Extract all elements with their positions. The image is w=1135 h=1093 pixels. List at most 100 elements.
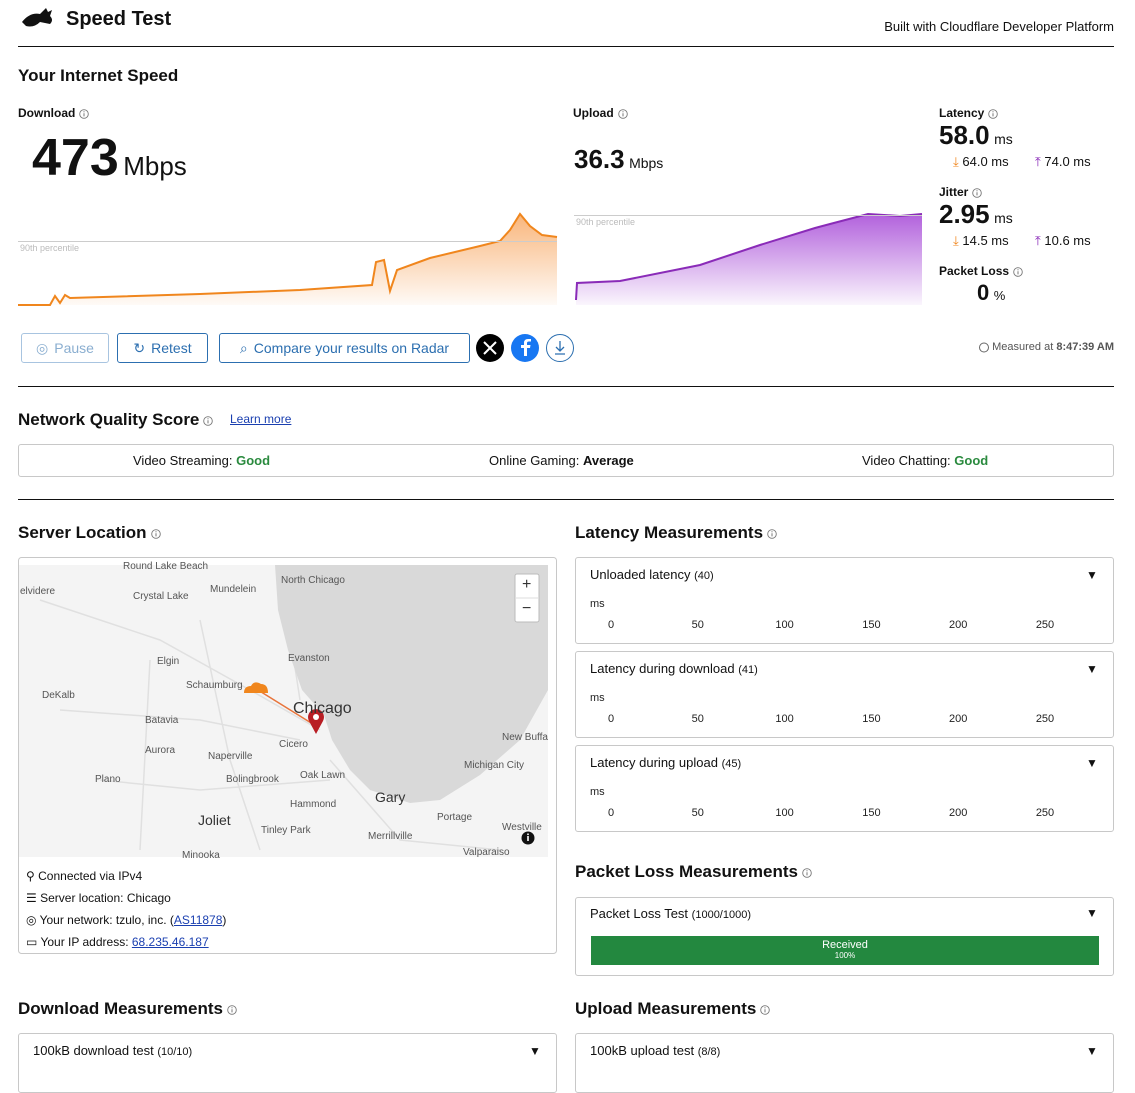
x-tick-label: 50: [691, 619, 704, 631]
count: (1000/1000): [691, 909, 751, 921]
expand-toggle[interactable]: ▼: [1086, 568, 1098, 582]
map-place: Round Lake Beach: [123, 561, 209, 572]
compare-button[interactable]: ⌕ Compare your results on Radar: [219, 333, 470, 363]
map-place: DeKalb: [42, 690, 75, 701]
measured-at: Measured at 8:47:39 AM: [992, 341, 1114, 353]
download-area: [18, 214, 557, 305]
info-icon[interactable]: [988, 109, 999, 119]
value: IPv4: [118, 869, 143, 883]
label: Pause: [54, 340, 94, 356]
retest-button[interactable]: ↻ Retest: [117, 333, 208, 363]
download-icon: [555, 341, 565, 355]
value: 64.0 ms: [962, 154, 1009, 169]
map-place: Mundelein: [210, 584, 257, 595]
map-place: Evanston: [288, 653, 330, 664]
info-icon[interactable]: [760, 1004, 771, 1015]
label: Connected via: [38, 869, 115, 883]
label: Measured at: [992, 341, 1054, 353]
learn-more-link[interactable]: Learn more: [230, 412, 292, 426]
info-icon[interactable]: [227, 1004, 237, 1015]
map-place: Schaumburg: [186, 680, 243, 691]
x-tick-label: 100: [775, 807, 794, 819]
x-tick-label: 0: [607, 807, 615, 819]
zoom-in[interactable]: +: [522, 576, 532, 593]
info-icon[interactable]: [617, 109, 628, 119]
axis-unit: ms: [590, 598, 605, 610]
rating: Good: [236, 453, 271, 468]
count: (8/8): [697, 1046, 721, 1058]
loaded-down: ⤓ 64.0 ms: [953, 154, 1009, 169]
x-tick-label: 250: [1035, 713, 1055, 725]
map-place: Aurora: [145, 745, 176, 756]
x-tick-label: 250: [1035, 619, 1055, 631]
facebook-logo: [521, 339, 531, 356]
app-title: Speed Test: [66, 8, 172, 30]
info-icon[interactable]: [802, 867, 812, 878]
metric-label: Packet Loss: [939, 264, 1023, 278]
asn-link[interactable]: AS11878: [173, 913, 223, 927]
value: 74.0 ms: [1044, 154, 1091, 169]
info-icon[interactable]: [767, 528, 777, 539]
map-place: Minooka: [182, 850, 220, 861]
expand-toggle[interactable]: ▼: [1086, 1044, 1098, 1058]
expand-toggle[interactable]: ▼: [1086, 756, 1098, 770]
pause-button[interactable]: ◎ Pause: [21, 333, 109, 363]
logo: [22, 8, 52, 27]
map-place: Gary: [375, 789, 406, 805]
section-title: Server Location: [18, 523, 161, 543]
x-tick-label: 0: [607, 619, 615, 631]
info-icon[interactable]: [1013, 267, 1023, 277]
map-place: Tinley Park: [261, 825, 311, 836]
map-place: Plano: [95, 774, 121, 785]
value: tzulo, inc. (: [115, 913, 174, 927]
clock-icon: [979, 342, 989, 353]
map-place: Chicago: [293, 700, 352, 717]
x-tick-label: 200: [949, 619, 968, 631]
label: Video Chatting:: [862, 453, 951, 468]
info-icon[interactable]: [203, 415, 214, 426]
value: 0: [977, 280, 990, 305]
percentile-label: 90th percentile: [20, 243, 80, 253]
ip-link[interactable]: 68.235.46.187: [131, 935, 209, 949]
label: Retest: [151, 340, 192, 356]
expand-toggle[interactable]: ▼: [1086, 662, 1098, 676]
count: (10/10): [157, 1046, 193, 1058]
value: 58.0: [939, 120, 990, 150]
quality-item: Video Streaming: Good: [133, 453, 270, 468]
quality-item: Video Chatting: Good: [862, 453, 988, 468]
x-tick-label: 50: [691, 713, 704, 725]
metric-label: Upload: [573, 106, 628, 120]
map-place: Merrillville: [368, 831, 413, 842]
detail-row: ⚲ Connected via IPv4: [26, 869, 143, 883]
value: 2.95: [939, 199, 990, 229]
value: 473: [32, 129, 119, 187]
upload-value: 36.3 Mbps: [574, 144, 663, 175]
section-title: Latency Measurements: [575, 523, 777, 543]
info-icon[interactable]: [79, 109, 90, 119]
map[interactable]: [19, 565, 548, 857]
map-place: Michigan City: [464, 760, 525, 771]
upload-panel: [575, 1033, 1114, 1093]
unit: %: [993, 288, 1006, 303]
received-bar: Received 100%: [591, 936, 1099, 965]
x-tick-label: 200: [949, 807, 968, 819]
zoom-out[interactable]: −: [522, 600, 532, 617]
info-icon[interactable]: [150, 528, 161, 539]
axis-unit: ms: [590, 786, 605, 798]
section-title: Packet Loss Measurements: [575, 862, 812, 882]
x-tick-label: 150: [862, 807, 881, 819]
label: Latency during download: [590, 661, 735, 676]
panel-title: 100kB download test (10/10): [33, 1043, 192, 1058]
map-place: New Buffa: [502, 732, 548, 743]
unit: ms: [994, 210, 1013, 226]
count: (40): [694, 570, 714, 582]
map-place: North Chicago: [281, 575, 345, 586]
map-place: Hammond: [290, 799, 337, 810]
expand-toggle[interactable]: ▼: [529, 1044, 541, 1058]
label: 100kB download test: [33, 1043, 154, 1058]
value: 14.5 ms: [962, 233, 1009, 248]
label: Latency during upload: [590, 755, 718, 770]
expand-toggle[interactable]: ▼: [1086, 906, 1098, 920]
info-icon[interactable]: [972, 188, 983, 198]
